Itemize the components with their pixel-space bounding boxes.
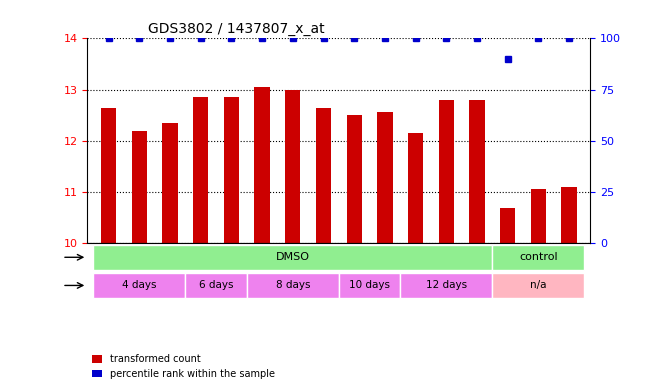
Bar <box>377 112 393 243</box>
Text: 4 days: 4 days <box>122 280 156 290</box>
Bar <box>224 97 239 243</box>
Legend: transformed count, percentile rank within the sample: transformed count, percentile rank withi… <box>92 354 274 379</box>
Bar <box>562 187 576 243</box>
FancyBboxPatch shape <box>185 273 247 298</box>
FancyBboxPatch shape <box>493 273 584 298</box>
Text: GDS3802 / 1437807_x_at: GDS3802 / 1437807_x_at <box>148 22 324 36</box>
Bar <box>132 131 147 243</box>
Text: n/a: n/a <box>530 280 547 290</box>
Text: control: control <box>519 252 558 262</box>
FancyBboxPatch shape <box>493 245 584 270</box>
Bar <box>346 115 362 243</box>
FancyBboxPatch shape <box>93 273 185 298</box>
Bar <box>162 123 178 243</box>
Bar <box>285 89 301 243</box>
Text: 12 days: 12 days <box>425 280 467 290</box>
Bar <box>500 209 515 243</box>
Bar <box>254 87 270 243</box>
Bar <box>101 108 116 243</box>
Bar <box>193 97 209 243</box>
Text: 6 days: 6 days <box>199 280 234 290</box>
Bar <box>408 133 423 243</box>
Bar <box>469 100 484 243</box>
Text: DMSO: DMSO <box>276 252 310 262</box>
FancyBboxPatch shape <box>400 273 493 298</box>
Text: 8 days: 8 days <box>276 280 310 290</box>
FancyBboxPatch shape <box>93 245 493 270</box>
FancyBboxPatch shape <box>339 273 400 298</box>
Bar <box>531 189 546 243</box>
Text: 10 days: 10 days <box>349 280 390 290</box>
Bar <box>316 108 331 243</box>
Bar <box>439 100 454 243</box>
FancyBboxPatch shape <box>247 273 339 298</box>
